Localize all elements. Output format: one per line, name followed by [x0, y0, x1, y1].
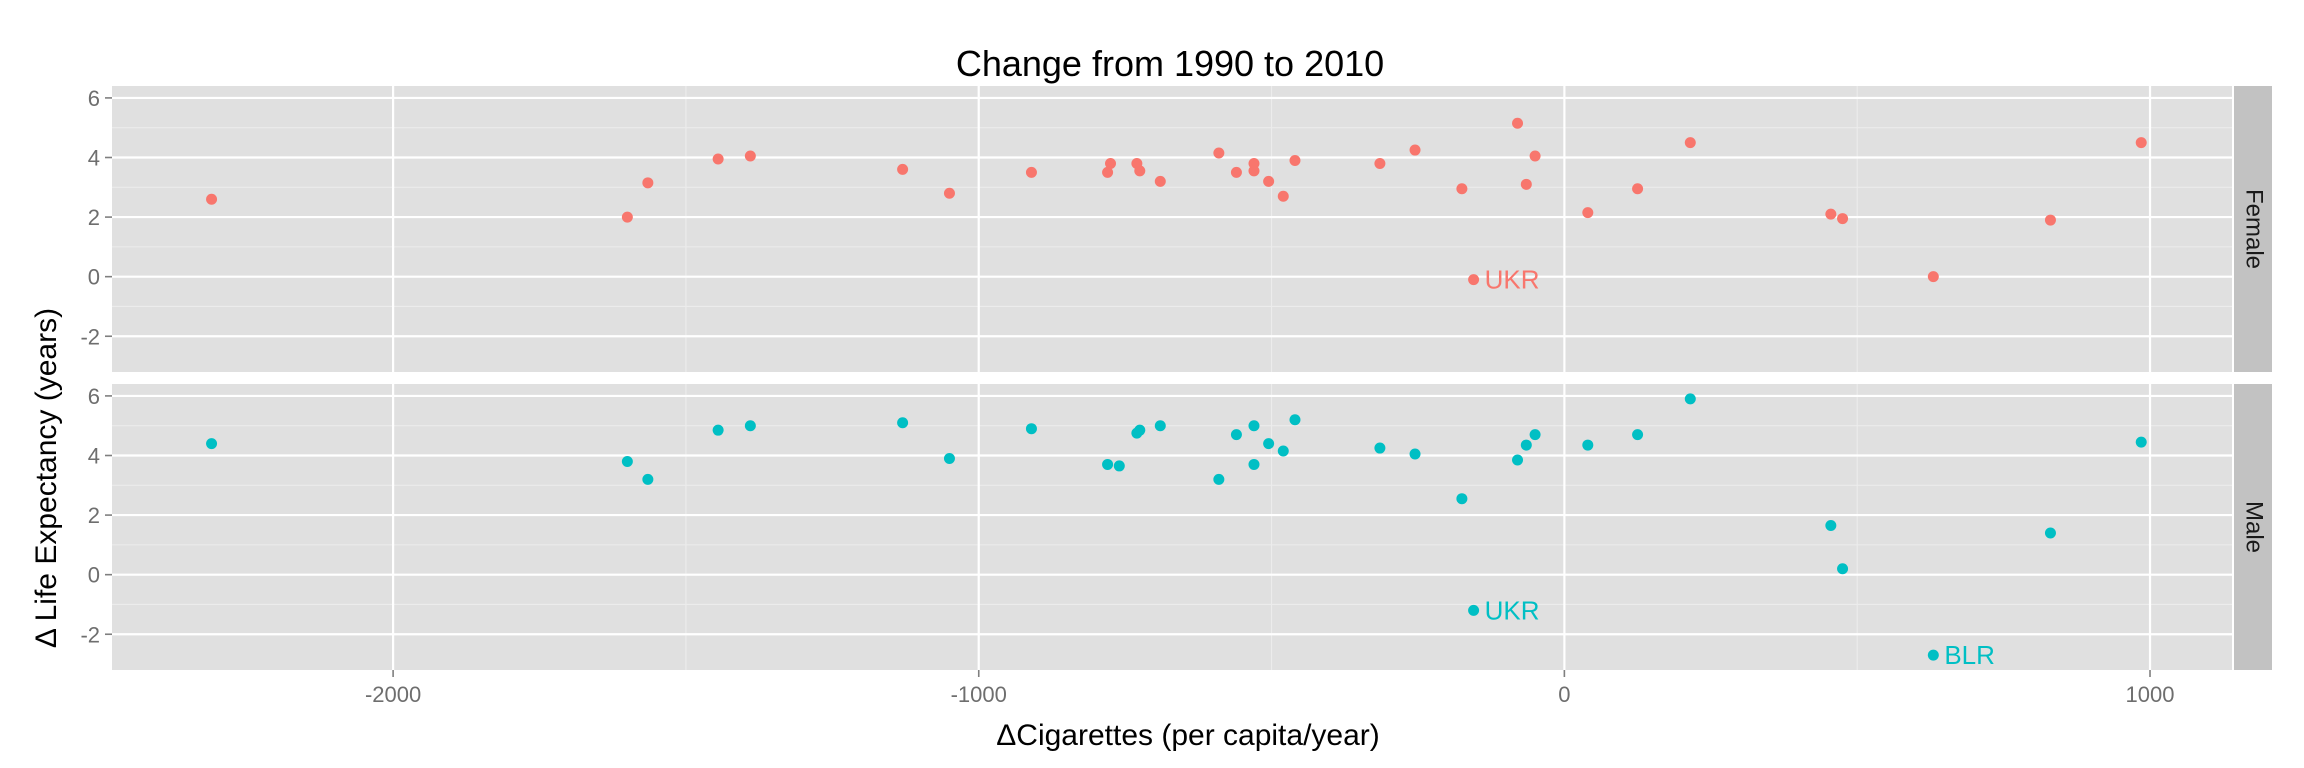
data-point-female	[1277, 190, 1289, 202]
y-tick-label: 6	[88, 86, 100, 111]
data-point-male	[1230, 429, 1242, 441]
data-point-female	[1134, 165, 1146, 177]
data-point-female	[1684, 137, 1696, 149]
data-point-male	[1113, 460, 1125, 472]
data-point-male	[1263, 438, 1275, 450]
panel-male: -2 0 2 4 6 UKR BLR Male	[80, 384, 2272, 670]
data-point-female	[621, 211, 633, 223]
data-point-male	[1213, 473, 1225, 485]
x-tick-label: -2000	[365, 682, 421, 707]
data-point-female	[1263, 175, 1275, 187]
y-tick-label: 4	[88, 444, 100, 469]
data-point-female	[1248, 165, 1260, 177]
data-point-male	[206, 438, 218, 450]
y-axis-title: Δ Life Expectancy (years)	[30, 308, 63, 648]
data-point-female	[1105, 157, 1117, 169]
data-point-female	[1230, 166, 1242, 178]
data-point-male	[2135, 436, 2147, 448]
data-point-female	[1468, 274, 1480, 286]
data-point-female	[1582, 207, 1594, 219]
data-point-female	[642, 177, 654, 189]
panel-female: -2 0 2 4 6 UKR Female	[80, 86, 2272, 372]
data-point-male	[1248, 458, 1260, 470]
data-point-female	[1025, 166, 1037, 178]
data-point-female	[897, 163, 909, 175]
data-point-male	[1456, 493, 1468, 505]
data-point-male	[1374, 442, 1386, 454]
data-point-female	[2135, 137, 2147, 149]
y-tick-label: 2	[88, 503, 100, 528]
data-point-female	[1529, 150, 1541, 162]
data-point-female	[206, 193, 218, 205]
data-point-male	[621, 455, 633, 467]
data-point-male	[1409, 448, 1421, 460]
data-point-male	[1468, 604, 1480, 616]
data-point-female	[1289, 154, 1301, 166]
data-point-male	[712, 424, 724, 436]
data-point-male	[642, 473, 654, 485]
data-point-male	[943, 452, 955, 464]
data-point-male	[1025, 423, 1037, 435]
data-point-male	[1632, 429, 1644, 441]
point-label: BLR	[1944, 640, 1995, 670]
data-point-male	[1520, 439, 1532, 451]
data-point-male	[1582, 439, 1594, 451]
panel-background	[112, 384, 2232, 670]
x-axis: -2000 -1000 0 1000	[365, 670, 2175, 707]
panel-background	[112, 86, 2232, 372]
y-tick-label: 4	[88, 146, 100, 171]
data-point-male	[1134, 424, 1146, 436]
data-point-male	[1289, 414, 1301, 426]
chart-title: Change from 1990 to 2010	[956, 43, 1384, 84]
data-point-male	[1277, 445, 1289, 457]
y-tick-label: 0	[88, 563, 100, 588]
data-point-female	[1520, 178, 1532, 190]
data-point-female	[2044, 214, 2056, 226]
x-axis-title: ΔCigarettes (per capita/year)	[996, 719, 1380, 752]
data-point-female	[1632, 183, 1644, 195]
data-point-female	[1102, 166, 1114, 178]
data-point-male	[1248, 420, 1260, 432]
data-point-female	[1213, 147, 1225, 159]
data-point-male	[1927, 649, 1939, 661]
point-label: UKR	[1485, 595, 1540, 625]
data-point-male	[1512, 454, 1524, 466]
data-point-male	[1102, 458, 1114, 470]
data-point-female	[1154, 175, 1166, 187]
y-tick-label: 2	[88, 205, 100, 230]
facet-strip-label: Male	[2241, 501, 2268, 553]
data-point-female	[1825, 208, 1837, 220]
data-point-female	[1374, 157, 1386, 169]
x-tick-label: -1000	[951, 682, 1007, 707]
x-tick-label: 0	[1558, 682, 1570, 707]
data-point-male	[1825, 520, 1837, 532]
data-point-male	[744, 420, 756, 432]
data-point-female	[943, 187, 955, 199]
data-point-male	[897, 417, 909, 429]
facet-strip	[2234, 384, 2272, 670]
data-point-female	[1409, 144, 1421, 156]
data-point-female	[1837, 213, 1849, 225]
data-point-female	[744, 150, 756, 162]
y-tick-label: -2	[80, 324, 100, 349]
y-tick-label: 0	[88, 265, 100, 290]
data-point-female	[1512, 117, 1524, 129]
y-tick-label: 6	[88, 384, 100, 409]
facet-panels: -2 0 2 4 6 UKR Female -2 0 2 4 6 UKR BLR Male	[80, 86, 2272, 670]
point-label: UKR	[1485, 265, 1540, 295]
data-point-male	[1529, 429, 1541, 441]
facet-strip	[2234, 86, 2272, 372]
y-tick-label: -2	[80, 622, 100, 647]
x-tick-label: 1000	[2126, 682, 2175, 707]
data-point-male	[1837, 563, 1849, 575]
data-point-female	[1927, 271, 1939, 283]
data-point-male	[1154, 420, 1166, 432]
data-point-male	[2044, 527, 2056, 539]
data-point-female	[1456, 183, 1468, 195]
data-point-female	[712, 153, 724, 165]
data-point-male	[1684, 393, 1696, 405]
facet-strip-label: Female	[2241, 189, 2268, 269]
